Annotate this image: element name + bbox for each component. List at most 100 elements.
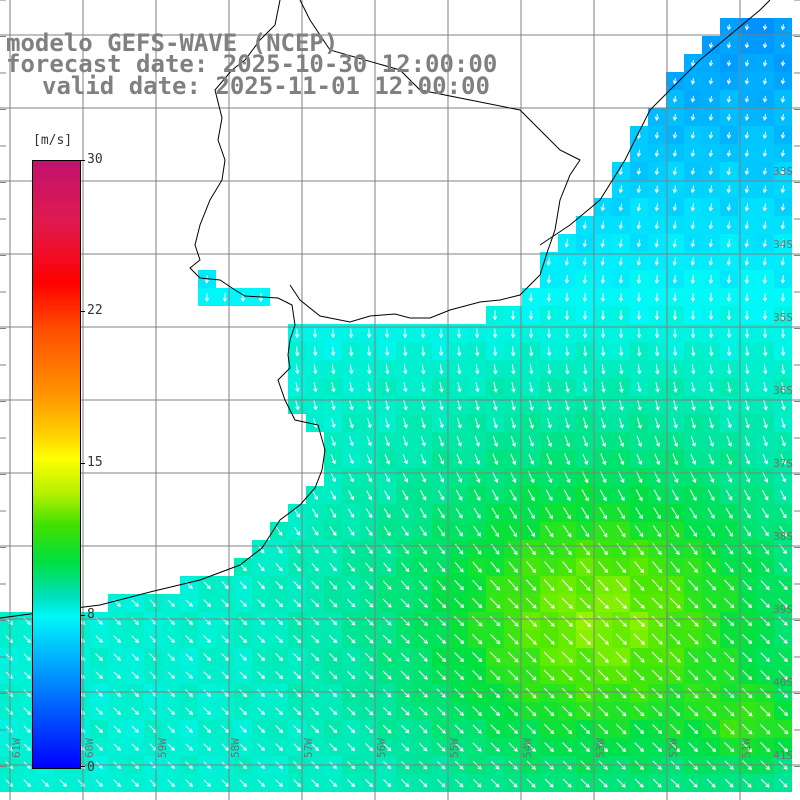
graticule-labels: 33S 34S 35S 36S 37S 38S 39S 40S 41S 61W 60W 59W 58W 5… bbox=[10, 165, 793, 762]
wind-arrow bbox=[473, 507, 481, 519]
wind-arrow bbox=[454, 688, 464, 698]
wind-arrow bbox=[221, 653, 230, 662]
wind-arrow bbox=[618, 203, 624, 212]
wind-arrow bbox=[418, 616, 428, 626]
wind-arrow bbox=[687, 633, 699, 645]
wind-arrow bbox=[708, 292, 714, 303]
wind-arrow bbox=[707, 489, 715, 502]
wind-arrow bbox=[688, 778, 698, 788]
wind-arrow bbox=[562, 525, 572, 538]
wind-arrow bbox=[348, 490, 355, 501]
wind-arrow bbox=[724, 688, 735, 699]
wind-arrow bbox=[744, 292, 750, 303]
wind-arrow bbox=[418, 742, 428, 752]
wind-arrow bbox=[708, 274, 714, 285]
wind-arrow bbox=[652, 778, 662, 788]
wind-arrow bbox=[525, 615, 537, 627]
wind-arrow bbox=[565, 381, 570, 393]
wind-arrow bbox=[528, 453, 535, 465]
wind-arrow bbox=[672, 328, 678, 339]
wind-arrow bbox=[367, 346, 372, 357]
wind-arrow bbox=[672, 167, 678, 176]
wind-arrow bbox=[257, 725, 266, 734]
wind-arrow bbox=[457, 382, 462, 393]
wind-arrow bbox=[742, 634, 753, 645]
wind-arrow bbox=[744, 185, 750, 194]
wind-arrow bbox=[329, 580, 338, 590]
wind-arrow bbox=[744, 274, 750, 285]
wind-arrow bbox=[651, 615, 663, 627]
wind-arrow bbox=[384, 472, 390, 483]
wind-arrow bbox=[382, 580, 392, 590]
wind-arrow bbox=[673, 346, 678, 357]
latitude-label: 40S bbox=[773, 676, 793, 689]
wind-arrow bbox=[420, 328, 426, 339]
wind-arrow bbox=[780, 346, 786, 357]
wind-arrow bbox=[529, 382, 534, 393]
wind-arrow bbox=[708, 239, 713, 248]
wind-arrow bbox=[669, 579, 681, 591]
wind-arrow bbox=[203, 779, 211, 787]
wind-arrow bbox=[347, 779, 356, 788]
wind-arrow bbox=[780, 472, 787, 483]
wind-arrow bbox=[420, 436, 426, 447]
wind-arrow bbox=[185, 689, 194, 698]
wind-arrow bbox=[689, 507, 697, 520]
wind-arrow bbox=[673, 417, 678, 429]
wind-arrow bbox=[167, 599, 176, 608]
wind-arrow bbox=[384, 490, 390, 501]
colorbar bbox=[32, 160, 81, 769]
latitude-label: 35S bbox=[773, 311, 793, 324]
wind-arrow bbox=[185, 653, 193, 661]
wind-arrow bbox=[690, 257, 696, 266]
wind-arrow bbox=[672, 221, 678, 230]
wind-arrow bbox=[582, 435, 588, 448]
wind-arrow bbox=[295, 382, 300, 393]
wind-arrow bbox=[690, 78, 696, 85]
wind-arrow bbox=[706, 742, 717, 753]
wind-arrow bbox=[167, 707, 176, 716]
wind-arrow bbox=[744, 167, 750, 176]
wind-arrow bbox=[651, 579, 663, 592]
wind-arrow bbox=[763, 382, 768, 393]
wind-arrow bbox=[618, 275, 624, 284]
longitude-label: 53W bbox=[594, 738, 607, 758]
wind-arrow bbox=[708, 257, 714, 266]
wind-arrow bbox=[708, 453, 715, 465]
wind-arrow bbox=[709, 346, 714, 357]
wind-arrow bbox=[778, 706, 789, 717]
wind-arrow bbox=[600, 310, 606, 321]
wind-arrow bbox=[293, 653, 302, 662]
wind-arrow bbox=[779, 507, 787, 519]
wind-arrow bbox=[383, 562, 392, 572]
wind-arrow bbox=[436, 724, 446, 734]
wind-arrow bbox=[330, 436, 336, 447]
wind-arrow bbox=[724, 778, 734, 788]
wind-arrow bbox=[239, 671, 248, 680]
wind-arrow bbox=[418, 634, 429, 645]
wind-arrow bbox=[564, 239, 569, 248]
wind-arrow bbox=[525, 651, 537, 663]
wind-arrow bbox=[726, 292, 732, 303]
wind-arrow bbox=[744, 24, 750, 31]
wind-arrow bbox=[293, 725, 302, 734]
wind-arrow bbox=[221, 779, 230, 788]
wind-arrow bbox=[311, 743, 320, 752]
wind-arrow bbox=[402, 328, 408, 339]
wind-arrow bbox=[203, 707, 212, 716]
wind-arrow bbox=[615, 633, 627, 645]
wind-arrow bbox=[331, 418, 336, 429]
wind-arrow bbox=[726, 239, 731, 248]
wind-arrow bbox=[455, 489, 463, 501]
wind-arrow bbox=[401, 490, 409, 501]
latitude-label: 36S bbox=[773, 384, 793, 397]
wind-arrow bbox=[618, 292, 624, 303]
wind-arrow bbox=[543, 615, 555, 627]
wind-arrow bbox=[651, 597, 663, 609]
wind-arrow bbox=[672, 310, 678, 321]
wind-arrow bbox=[382, 724, 392, 734]
wind-arrow bbox=[705, 705, 717, 717]
wind-arrow bbox=[760, 670, 771, 681]
wind-arrow bbox=[457, 400, 462, 411]
wind-arrow bbox=[635, 507, 643, 520]
